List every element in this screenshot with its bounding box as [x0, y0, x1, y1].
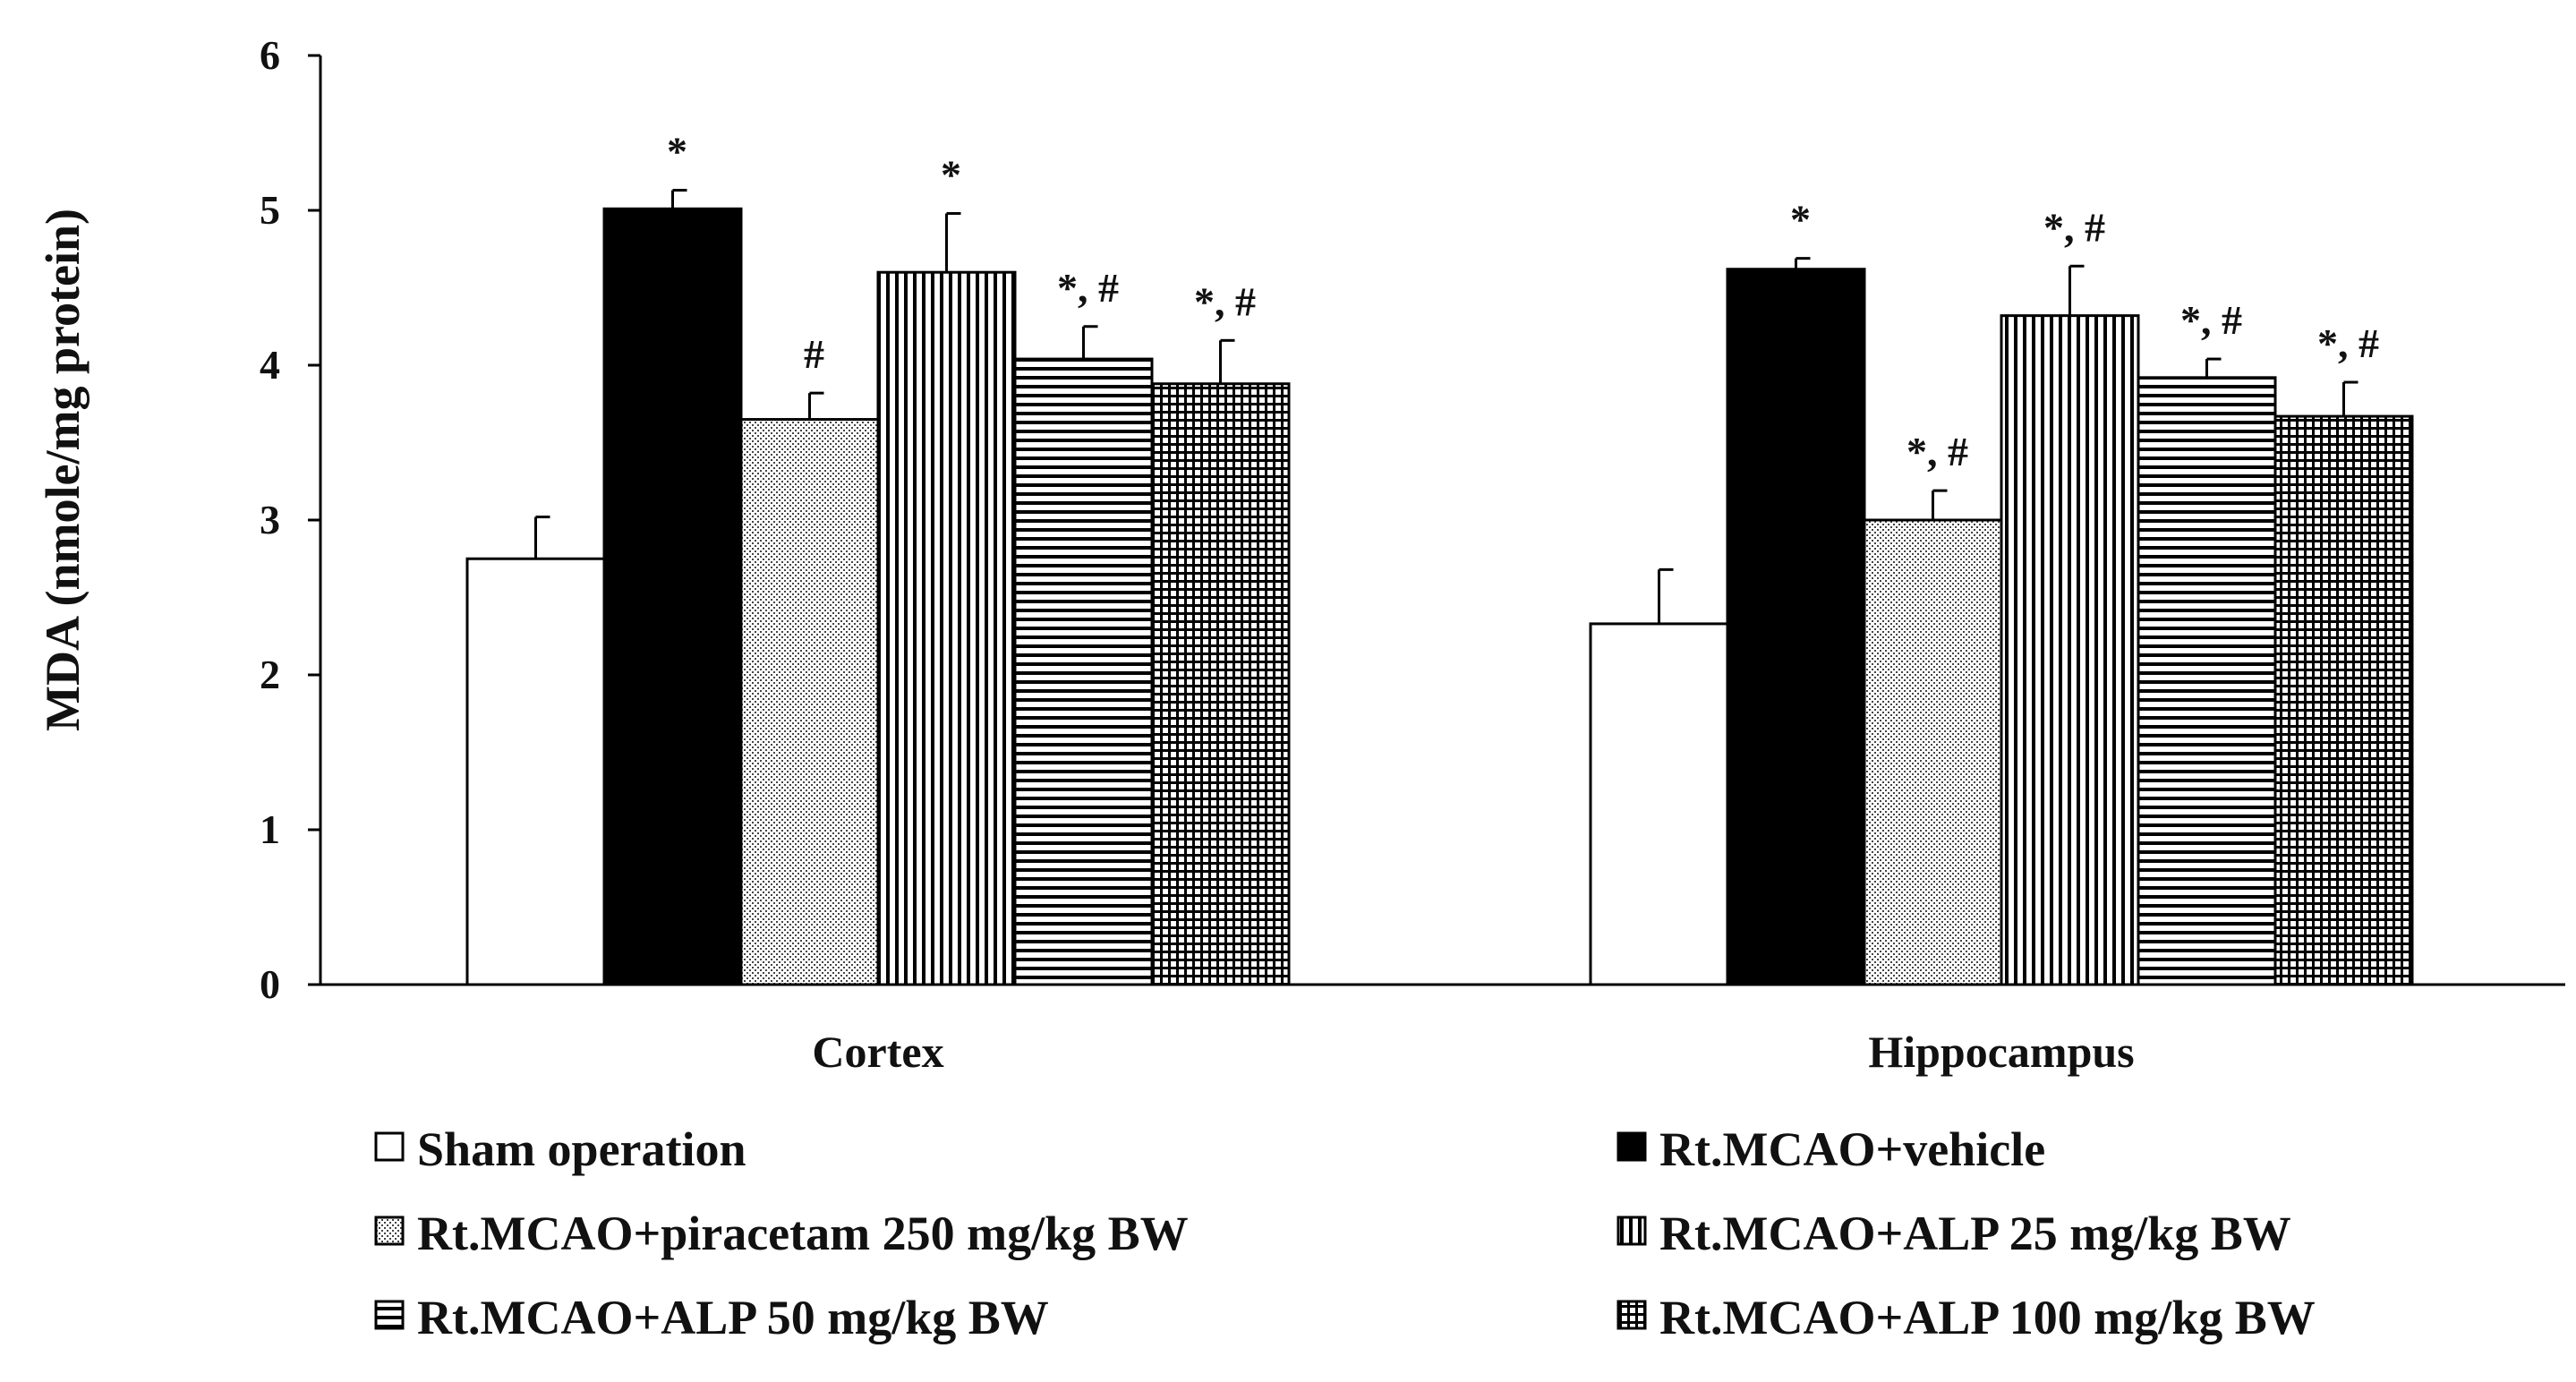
bar-cortex-3 — [876, 270, 1017, 986]
significance-label: *, # — [2180, 297, 2242, 343]
bar-hippocampus-1 — [1726, 268, 1866, 986]
significance-label: *, # — [2043, 204, 2105, 250]
legend-label-4: Rt.MCAO+ALP 50 mg/kg BW — [417, 1291, 1049, 1344]
significance-label: *, # — [1906, 429, 1968, 474]
significance-label: *, # — [2317, 320, 2379, 366]
legend: Sham operation Rt.MCAO+vehicle Rt.MCAO+pir… — [374, 1122, 2316, 1344]
bar-hippocampus-2 — [1863, 518, 2003, 986]
y-tick-label: 6 — [260, 32, 280, 78]
legend-swatch-5 — [1616, 1300, 1647, 1330]
bar-cortex-0 — [465, 557, 606, 986]
legend-swatch-0 — [374, 1131, 405, 1162]
bar-hippocampus-5 — [2273, 414, 2414, 986]
bar-cortex-4 — [1013, 357, 1154, 986]
legend-label-1: Rt.MCAO+vehicle — [1659, 1122, 2045, 1176]
category-label-cortex: Cortex — [812, 1027, 943, 1077]
bar-cortex-5 — [1150, 382, 1291, 986]
y-tick-label: 2 — [260, 652, 280, 697]
bar-hippocampus-4 — [2137, 376, 2277, 986]
y-tick-label: 5 — [260, 187, 280, 233]
bar-hippocampus-3 — [2000, 314, 2140, 986]
x-axis-category-labels: Cortex Hippocampus — [812, 1027, 2134, 1077]
bars: * # * *, # *, # * *, # *, # *, # *, # — [465, 129, 2414, 986]
y-axis-label: MDA (nmole/mg protein) — [36, 209, 90, 731]
legend-swatch-2 — [374, 1216, 405, 1246]
significance-label: * — [941, 151, 961, 197]
significance-label: * — [1790, 197, 1811, 243]
legend-label-2: Rt.MCAO+piracetam 250 mg/kg BW — [417, 1207, 1189, 1260]
significance-label: *, # — [1194, 278, 1256, 324]
legend-swatch-3 — [1616, 1216, 1647, 1246]
legend-label-0: Sham operation — [417, 1122, 746, 1176]
bar-cortex-1 — [602, 207, 743, 986]
bar-cortex-2 — [739, 418, 880, 986]
y-tick-label: 0 — [260, 961, 280, 1007]
y-tick-label: 1 — [260, 806, 280, 852]
legend-label-3: Rt.MCAO+ALP 25 mg/kg BW — [1659, 1207, 2291, 1260]
y-tick-label: 4 — [260, 342, 280, 388]
bar-hippocampus-0 — [1589, 622, 1729, 986]
significance-label: *, # — [1057, 265, 1119, 311]
significance-label: * — [667, 129, 687, 175]
significance-label: # — [804, 331, 824, 377]
category-label-hippocampus: Hippocampus — [1868, 1027, 2134, 1077]
legend-swatch-4 — [374, 1300, 405, 1330]
legend-label-5: Rt.MCAO+ALP 100 mg/kg BW — [1659, 1291, 2316, 1344]
y-tick-label: 3 — [260, 497, 280, 542]
y-axis-ticks: 0 1 2 3 4 5 6 — [260, 32, 320, 1007]
legend-swatch-1 — [1616, 1131, 1647, 1162]
